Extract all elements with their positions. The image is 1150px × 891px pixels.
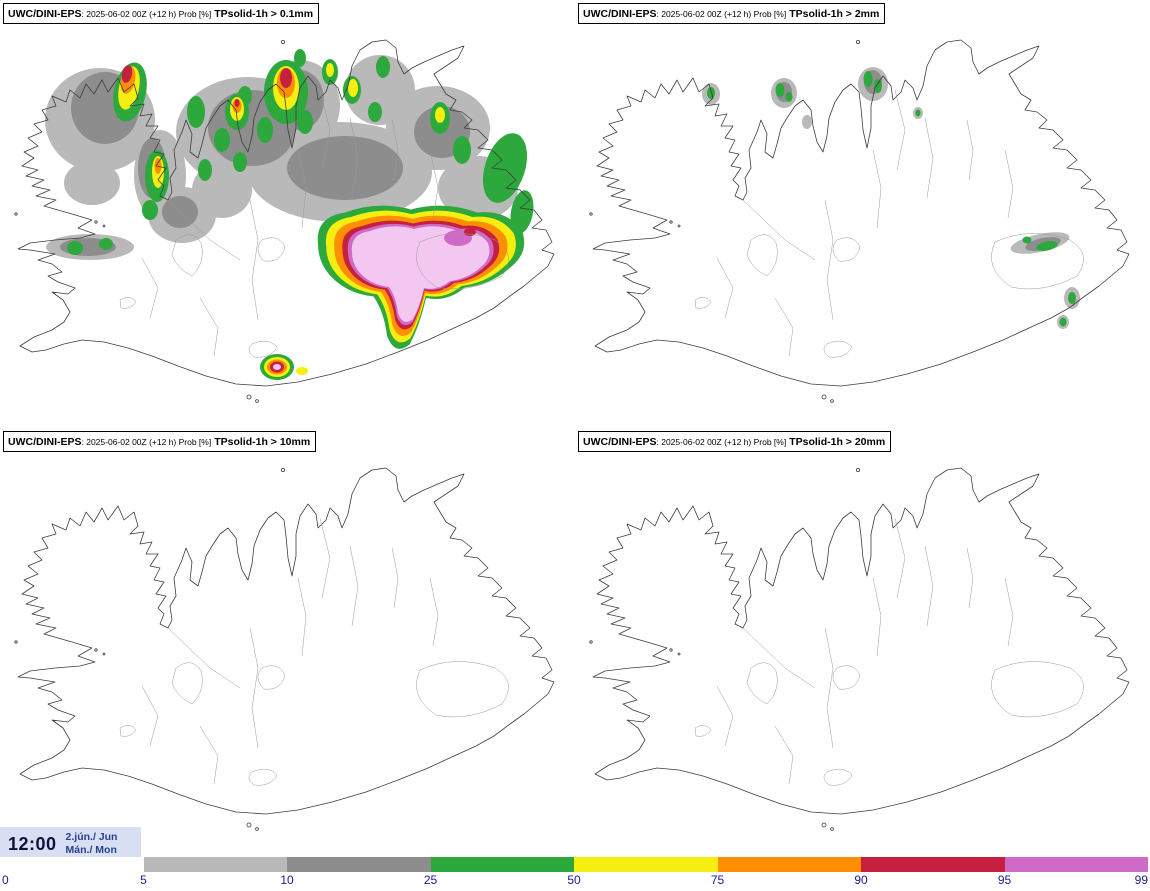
colorbar-segment-10-25 [287,857,431,872]
map-panel-10mm: UWC/DINI-EPS: 2025-06-02 00Z (+12 h) Pro… [0,428,575,856]
colorbar-segment-50-75 [574,857,718,872]
colorbar-tick-50: 50 [567,873,581,887]
colorbar-tick-90: 90 [854,873,868,887]
shading-25pct [707,71,1076,327]
run-info: : 2025-06-02 00Z (+12 h) Prob [%] [656,9,787,19]
colorbar-segment-5-10 [143,857,287,872]
threshold-label: TPsolid-1h > 10mm [214,436,311,448]
shading-25pct [67,49,534,255]
run-info: : 2025-06-02 00Z (+12 h) Prob [%] [81,437,212,447]
colorbar-segment-25-50 [430,857,574,872]
colorbar-tick-10: 10 [280,873,294,887]
threshold-label: TPsolid-1h > 20mm [789,436,886,448]
colorbar-tick-0: 0 [2,873,9,887]
model-name: UWC/DINI-EPS [583,436,657,448]
iceland-map [14,39,555,403]
iceland-map [589,467,1130,831]
shading-5pct [702,67,1080,329]
colorbar-tick-75: 75 [710,873,725,887]
model-name: UWC/DINI-EPS [583,8,657,20]
prob-shading [702,67,1080,329]
run-info: : 2025-06-02 00Z (+12 h) Prob [%] [656,437,787,447]
iceland-map [14,467,555,831]
threshold-label: TPsolid-1h > 2mm [789,8,880,20]
valid-date-line1: 2.jún./ Jun [65,831,118,844]
colorbar-tick-5: 5 [140,873,147,887]
map-panel-0.1mm: UWC/DINI-EPS: 2025-06-02 00Z (+12 h) Pro… [0,0,575,428]
map-panel-20mm: UWC/DINI-EPS: 2025-06-02 00Z (+12 h) Pro… [575,428,1150,856]
threshold-label: TPsolid-1h > 0.1mm [214,8,314,20]
colorbar-tick-95: 95 [997,873,1012,887]
model-name: UWC/DINI-EPS [8,436,82,448]
iceland-map [589,39,1130,403]
valid-time: 12:00 [8,833,57,854]
shading-90pct [121,65,292,107]
panel-title: UWC/DINI-EPS: 2025-06-02 00Z (+12 h) Pro… [3,3,320,24]
run-info: : 2025-06-02 00Z (+12 h) Prob [%] [81,9,212,19]
prob-shading [45,49,534,380]
panel-title: UWC/DINI-EPS: 2025-06-02 00Z (+12 h) Pro… [578,3,886,24]
map-panel-2mm: UWC/DINI-EPS: 2025-06-02 00Z (+12 h) Pro… [575,0,1150,428]
valid-date-line2: Mán./ Mon [65,844,117,856]
south-coast-maximum [260,354,294,380]
panel-title: UWC/DINI-EPS: 2025-06-02 00Z (+12 h) Pro… [3,431,317,452]
colorbar-segment-95-99 [1004,857,1148,872]
colorbar-segment-90-95 [861,857,1005,872]
colorbar-segment-75-90 [717,857,861,872]
valid-time-box: 12:00 2.jún./ Jun Mán./ Mon [0,827,141,861]
panel-title: UWC/DINI-EPS: 2025-06-02 00Z (+12 h) Pro… [578,431,892,452]
model-name: UWC/DINI-EPS [8,8,82,20]
colorbar-ticks: 0 5 10 25 50 75 90 95 99 [0,873,1150,889]
colorbar-segment-0-5 [0,857,144,872]
colorbar [0,857,1148,872]
colorbar-tick-25: 25 [423,873,438,887]
colorbar-tick-99: 99 [1134,873,1148,887]
valid-date: 2.jún./ Jun Mán./ Mon [66,831,118,856]
shading-10pct [776,70,1061,251]
